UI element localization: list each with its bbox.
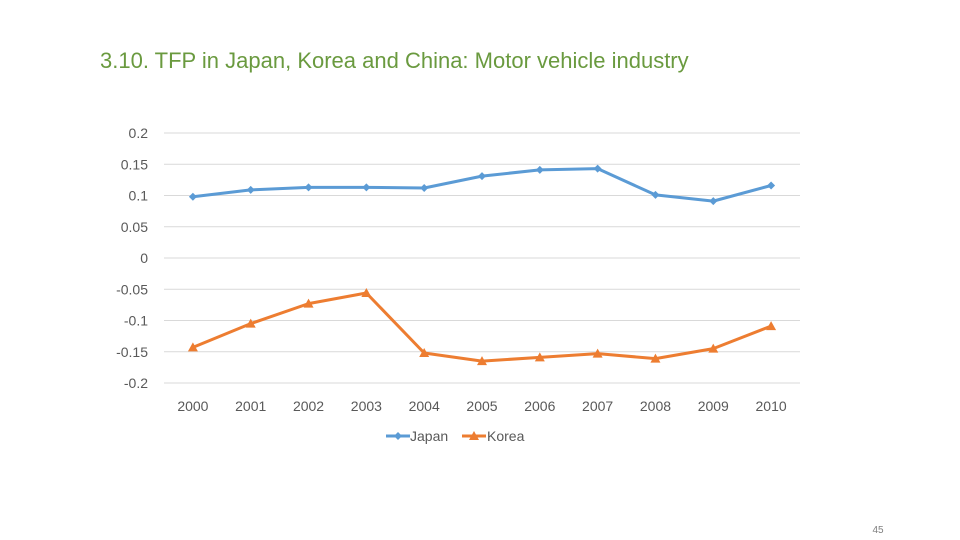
series-japan <box>188 164 776 206</box>
x-tick-label: 2007 <box>582 398 613 414</box>
x-tick-label: 2004 <box>409 398 440 414</box>
legend-swatch-marker <box>469 431 479 440</box>
data-point-japan <box>709 197 718 206</box>
data-point-japan <box>535 165 544 174</box>
x-tick-label: 2010 <box>756 398 787 414</box>
y-tick-label: -0.15 <box>116 344 148 360</box>
data-point-korea <box>361 288 372 297</box>
legend-item-japan: Japan <box>386 428 448 444</box>
x-tick-label: 2001 <box>235 398 266 414</box>
x-axis-tick-labels: 2000 2001 2002 2003 2004 2005 2006 2007 2008 2009… <box>177 398 787 414</box>
y-tick-label: -0.05 <box>116 281 148 297</box>
x-tick-label: 2003 <box>351 398 382 414</box>
slide-title: 3.10. TFP in Japan, Korea and China: Mot… <box>100 48 689 73</box>
y-tick-label: -0.1 <box>124 313 148 329</box>
y-tick-label: 0.2 <box>129 125 149 141</box>
data-point-japan <box>188 192 197 201</box>
data-point-korea <box>650 353 661 363</box>
data-point-korea <box>534 352 545 362</box>
data-point-japan <box>593 164 602 173</box>
data-point-korea <box>766 321 777 331</box>
x-tick-label: 2000 <box>177 398 208 414</box>
legend-label: Japan <box>410 428 448 444</box>
data-point-japan <box>767 181 776 190</box>
series-line-korea <box>191 291 773 363</box>
y-tick-label: -0.2 <box>124 375 148 391</box>
data-point-korea <box>592 348 603 358</box>
x-tick-label: 2005 <box>466 398 497 414</box>
data-point-japan <box>478 172 486 181</box>
data-point-japan <box>246 185 255 194</box>
data-point-korea <box>477 356 487 366</box>
data-point-japan <box>304 183 313 192</box>
data-point-korea <box>245 318 256 328</box>
page-number: 45 <box>872 525 884 536</box>
data-point-japan <box>651 190 660 199</box>
y-tick-label: 0.1 <box>129 188 149 204</box>
legend-item-korea: Korea <box>462 428 525 444</box>
legend: Japan Korea <box>386 428 525 444</box>
x-tick-label: 2006 <box>524 398 555 414</box>
series-layer <box>187 164 777 366</box>
data-point-korea <box>187 342 198 352</box>
legend-swatch-marker <box>394 432 402 440</box>
legend-label: Korea <box>487 428 525 444</box>
x-tick-label: 2002 <box>293 398 324 414</box>
x-tick-label: 2008 <box>640 398 671 414</box>
data-point-japan <box>362 183 371 192</box>
y-tick-label: 0.15 <box>121 156 148 172</box>
y-tick-label: 0.05 <box>121 219 148 235</box>
series-korea <box>187 288 777 366</box>
data-point-korea <box>303 298 314 308</box>
y-axis-tick-labels: 0.2 0.15 0.1 0.05 0 -0.05 -0.1 -0.15 -0.2 <box>116 125 148 391</box>
y-tick-label: 0 <box>140 250 148 266</box>
data-point-japan <box>420 184 429 192</box>
data-point-korea <box>708 343 719 353</box>
data-point-korea <box>419 348 430 357</box>
gridlines <box>164 132 800 384</box>
x-tick-label: 2009 <box>698 398 729 414</box>
